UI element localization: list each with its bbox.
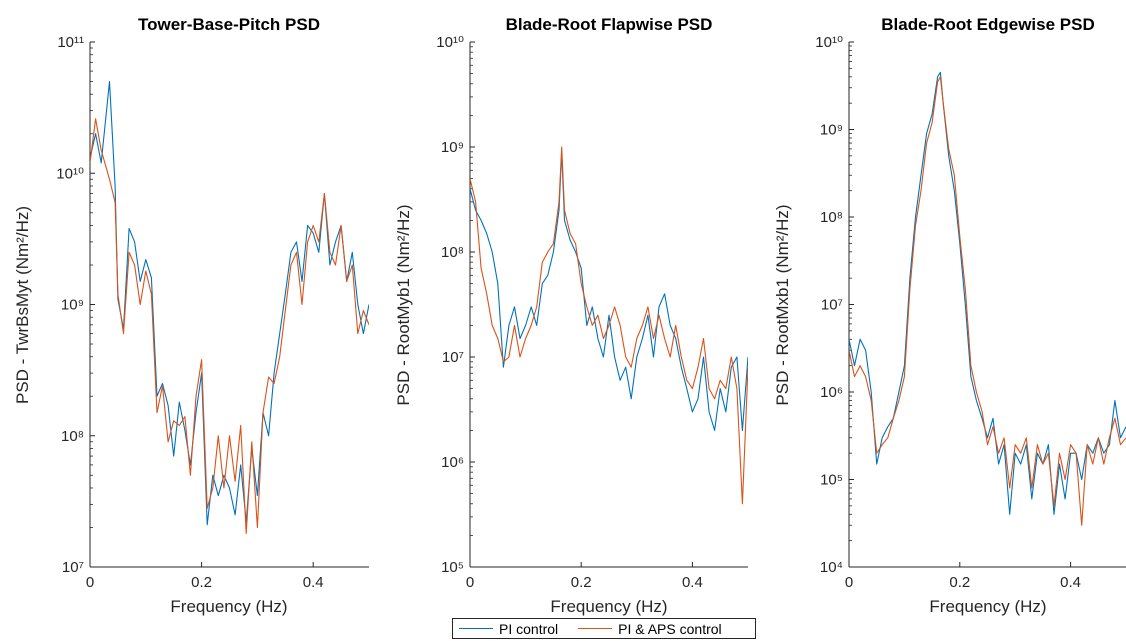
x-tick-label: 0.4: [1060, 574, 1081, 591]
legend: PI control PI & APS control: [452, 618, 756, 639]
series-group: [470, 146, 748, 505]
chart-title: Blade-Root Flapwise PSD: [506, 15, 713, 34]
legend-line-pi-aps: [578, 628, 613, 629]
y-tick-label: 10¹⁰: [436, 34, 464, 51]
series-line-pi-aps-control: [90, 118, 369, 535]
x-axis-label: Frequency (Hz): [170, 597, 287, 616]
y-tick-label: 10⁴: [820, 559, 843, 576]
legend-item-pi: PI control: [459, 621, 558, 637]
y-axis-label: PSD - RootMxb1 (Nm²/Hz): [773, 204, 792, 405]
y-tick-label: 10⁹: [441, 139, 464, 156]
series-group: [849, 71, 1126, 526]
chart-title: Tower-Base-Pitch PSD: [138, 15, 320, 34]
panel-blade-root-flapwise: Blade-Root Flapwise PSD PSD - RootMyb1 (…: [394, 15, 748, 616]
y-tick-label: 10⁶: [441, 454, 464, 471]
series-line-pi-control: [849, 71, 1126, 515]
y-tick-label: 10⁹: [820, 122, 843, 139]
chart-title: Blade-Root Edgewise PSD: [881, 15, 1094, 34]
y-tick-label: 10⁸: [441, 244, 464, 261]
plot-area: 10⁷ 10⁸ 10⁹ 10¹⁰ 10¹¹ 0 0.2 0.4: [56, 34, 369, 591]
series-line-pi-control: [90, 80, 369, 526]
y-tick-label: 10⁹: [61, 297, 84, 314]
plot-area: 10⁵ 10⁶ 10⁷ 10⁸ 10⁹ 10¹⁰ 0 0.2 0.4: [436, 34, 748, 591]
plot-area: 10⁴ 10⁵ 10⁶ 10⁷ 10⁸ 10⁹ 10¹⁰ 0 0.2 0.4: [815, 34, 1126, 591]
x-tick-label: 0: [845, 574, 853, 591]
y-tick-label: 10⁸: [820, 209, 843, 226]
y-tick-label: 10¹¹: [57, 34, 84, 51]
x-axis-label: Frequency (Hz): [550, 597, 667, 616]
x-tick-label: 0: [466, 574, 474, 591]
series-group: [90, 80, 369, 535]
y-tick-label: 10⁶: [820, 384, 843, 401]
x-tick-label: 0.4: [682, 574, 703, 591]
series-line-pi-aps-control: [849, 76, 1126, 526]
x-tick-label: 0: [86, 574, 94, 591]
legend-label-pi: PI control: [499, 620, 559, 637]
legend-label-pi-aps: PI & APS control: [618, 620, 722, 637]
x-tick-label: 0.2: [949, 574, 970, 591]
panel-tower-base-pitch: Tower-Base-Pitch PSD PSD - TwrBsMyt (Nm²…: [13, 15, 369, 616]
x-tick-label: 0.2: [571, 574, 592, 591]
legend-item-pi-aps: PI & APS control: [578, 621, 722, 637]
y-tick-label: 10⁸: [61, 428, 84, 445]
y-tick-label: 10⁷: [442, 349, 464, 366]
y-tick-label: 10⁷: [821, 297, 843, 314]
x-tick-label: 0.2: [191, 574, 212, 591]
y-tick-label: 10⁷: [62, 559, 84, 576]
y-axis-label: PSD - TwrBsMyt (Nm²/Hz): [13, 206, 32, 404]
x-tick-label: 0.4: [303, 574, 324, 591]
y-axis-label: PSD - RootMyb1 (Nm²/Hz): [394, 204, 413, 405]
y-tick-label: 10⁵: [441, 559, 464, 576]
y-tick-label: 10¹⁰: [815, 34, 843, 51]
panel-blade-root-edgewise: Blade-Root Edgewise PSD PSD - RootMxb1 (…: [773, 15, 1126, 616]
y-tick-label: 10⁵: [820, 472, 843, 489]
legend-line-pi: [459, 628, 493, 629]
x-axis-label: Frequency (Hz): [929, 597, 1046, 616]
y-tick-label: 10¹⁰: [56, 165, 84, 182]
series-line-pi-aps-control: [470, 146, 748, 505]
series-line-pi-control: [470, 151, 748, 431]
